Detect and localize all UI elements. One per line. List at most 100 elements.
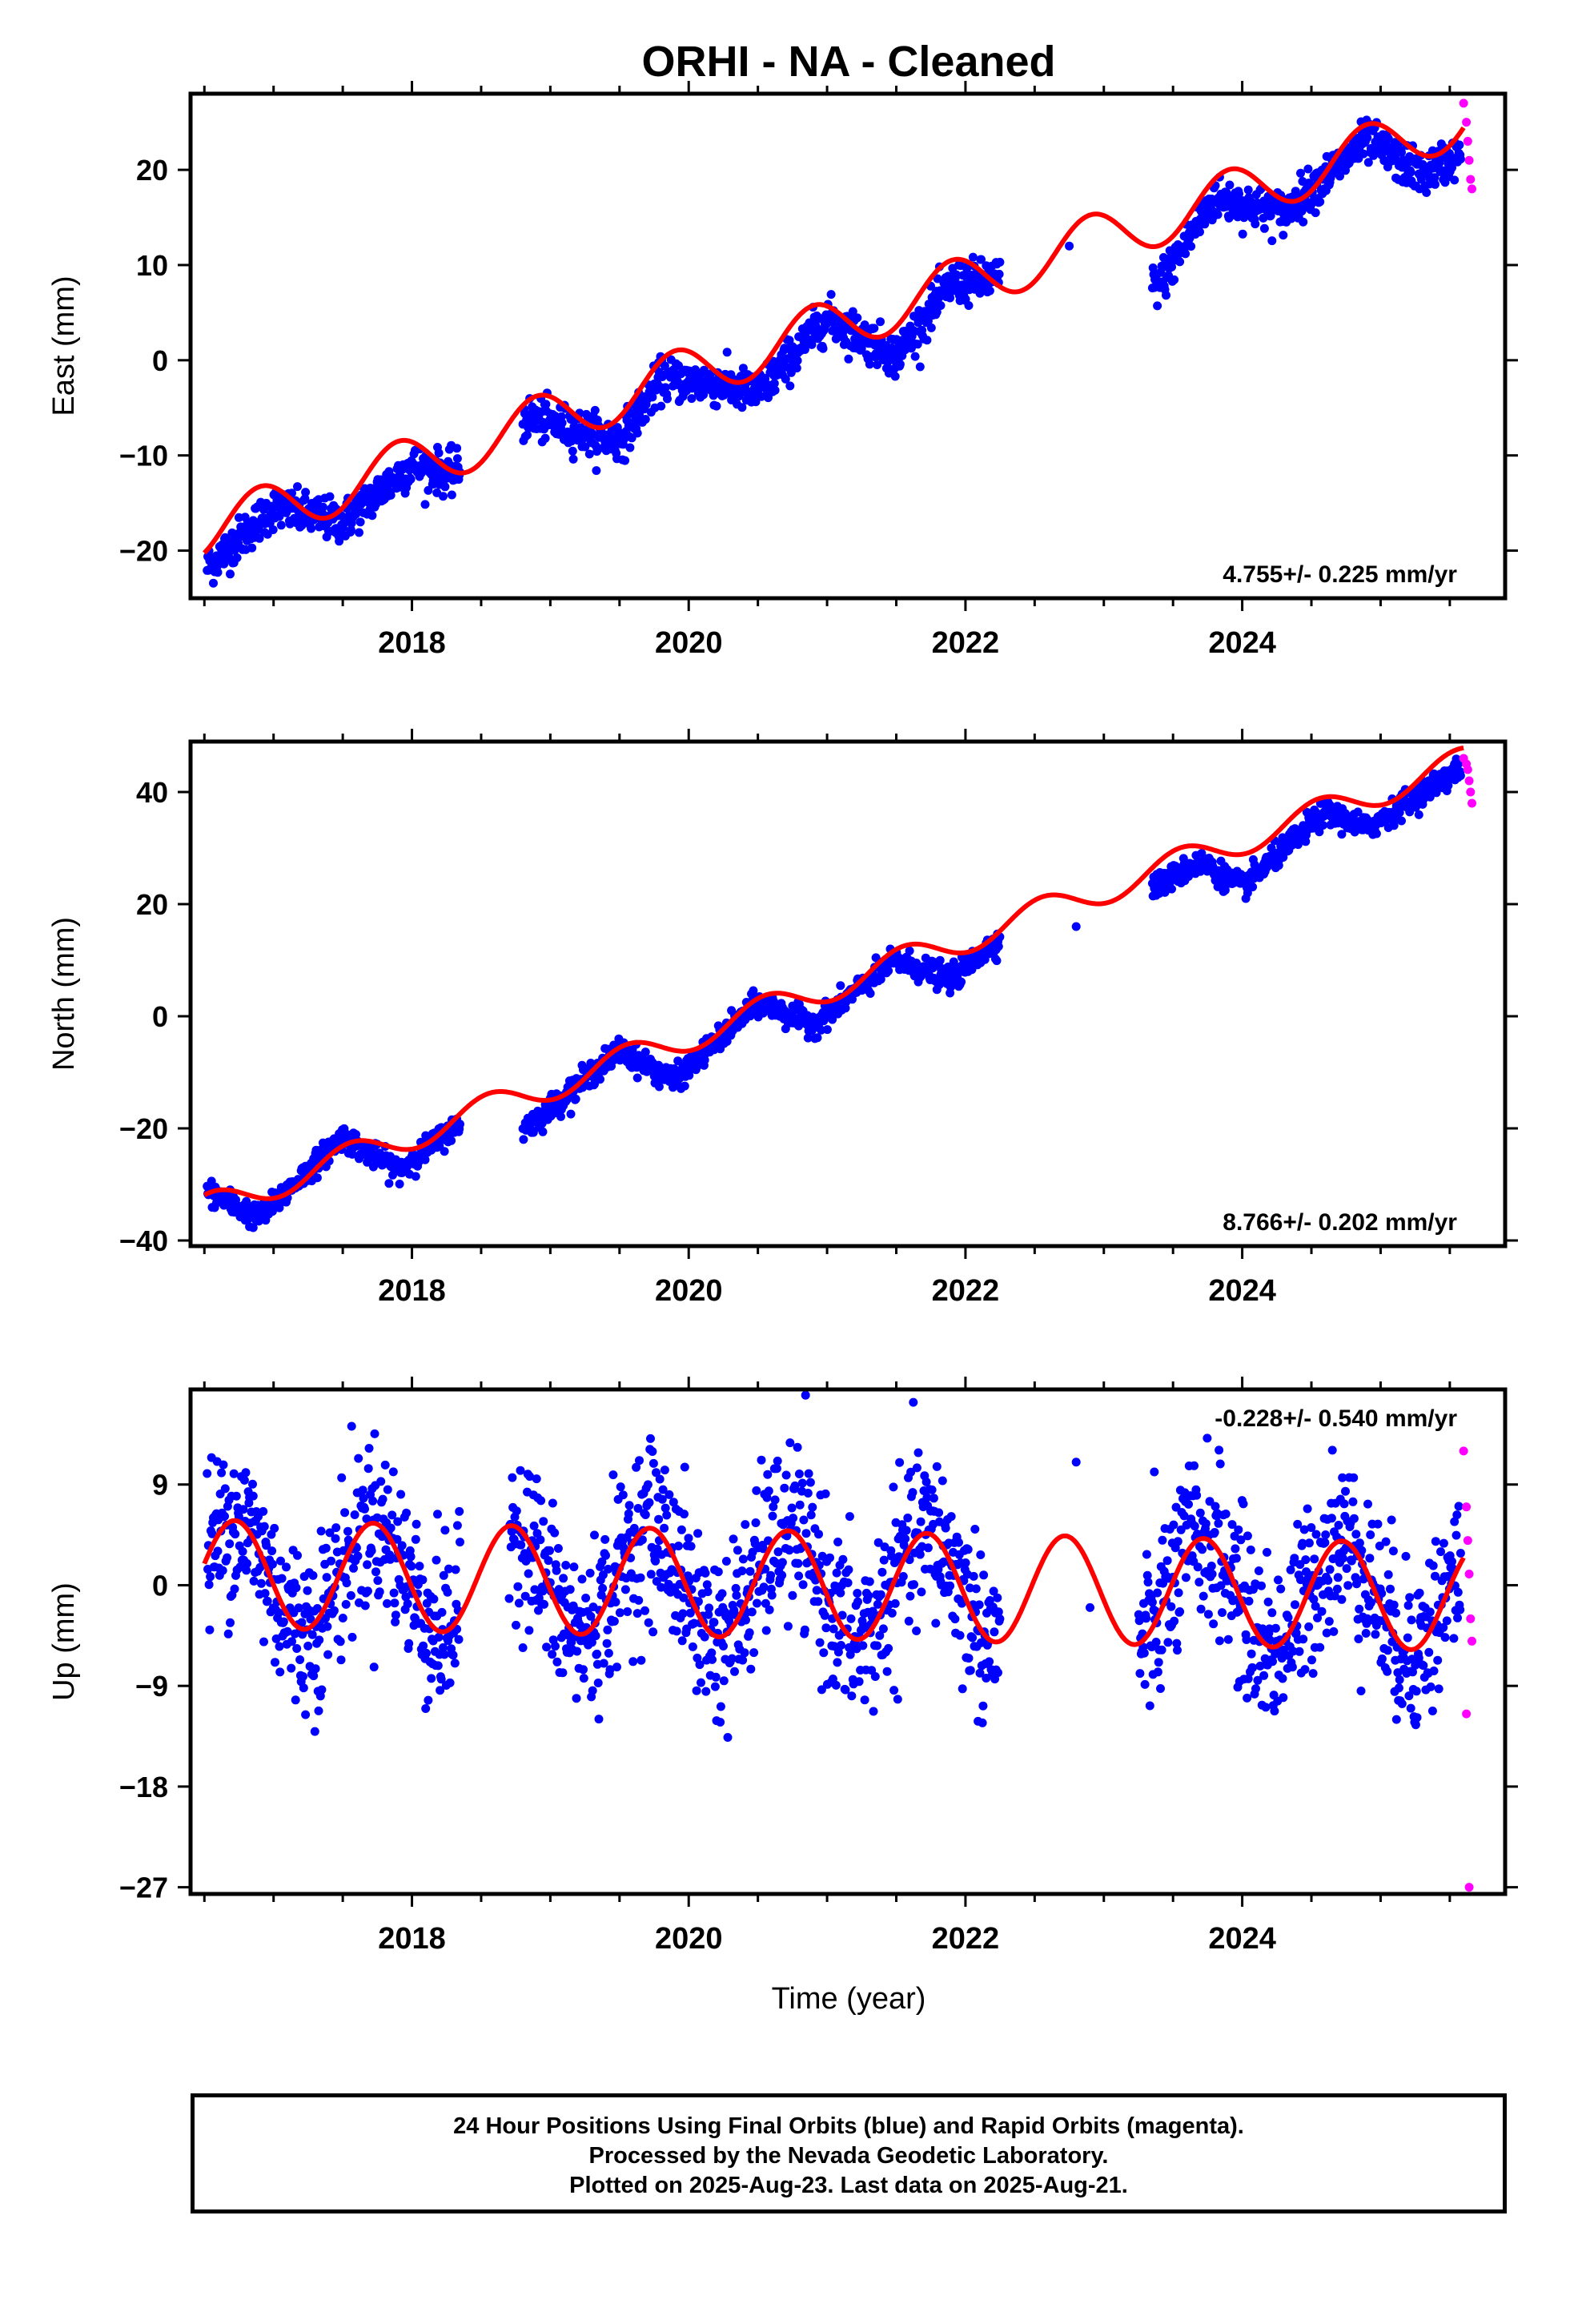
final-orbit-point bbox=[1198, 1545, 1207, 1554]
final-orbit-point bbox=[1247, 1649, 1256, 1659]
final-orbit-point bbox=[259, 1637, 268, 1647]
final-orbit-point bbox=[946, 1581, 955, 1590]
final-orbit-point bbox=[680, 1462, 689, 1472]
final-orbit-point bbox=[968, 1633, 978, 1642]
final-orbit-point bbox=[308, 1570, 318, 1580]
final-orbit-point bbox=[674, 1542, 683, 1550]
final-orbit-point bbox=[275, 1642, 284, 1651]
final-orbit-point bbox=[620, 456, 630, 465]
final-orbit-point bbox=[299, 1683, 308, 1693]
final-orbit-point bbox=[644, 1498, 654, 1507]
final-orbit-point bbox=[504, 1594, 514, 1603]
final-orbit-point bbox=[785, 1438, 795, 1448]
final-orbit-point bbox=[1214, 1518, 1223, 1528]
final-orbit-point bbox=[957, 977, 966, 987]
final-orbit-point bbox=[516, 1540, 526, 1550]
final-orbit-point bbox=[769, 379, 779, 388]
final-orbit-point bbox=[869, 1707, 878, 1716]
final-orbit-point bbox=[359, 1494, 368, 1503]
final-orbit-point bbox=[387, 1510, 397, 1520]
rapid-orbit-point bbox=[1463, 136, 1472, 146]
final-orbit-point bbox=[1151, 1638, 1161, 1647]
final-orbit-point bbox=[870, 1672, 880, 1681]
final-orbit-point bbox=[293, 482, 302, 492]
final-orbit-point bbox=[935, 955, 945, 965]
final-orbit-point bbox=[310, 1727, 319, 1736]
final-orbit-point bbox=[1303, 1504, 1312, 1514]
final-orbit-point bbox=[447, 1136, 456, 1145]
final-orbit-point bbox=[1174, 1588, 1183, 1598]
final-orbit-point bbox=[657, 1494, 667, 1504]
final-orbit-point bbox=[1175, 1607, 1185, 1616]
final-orbit-point bbox=[628, 1657, 638, 1667]
final-orbit-point bbox=[660, 1523, 669, 1533]
final-orbit-point bbox=[635, 1456, 644, 1466]
final-orbit-point bbox=[1259, 1671, 1269, 1680]
final-orbit-point bbox=[536, 1535, 545, 1545]
final-orbit-point bbox=[758, 1544, 768, 1554]
final-orbit-point bbox=[1142, 1570, 1152, 1580]
final-orbit-point bbox=[1296, 1575, 1305, 1585]
final-orbit-point bbox=[814, 1530, 823, 1539]
final-orbit-point bbox=[957, 1598, 966, 1608]
final-orbit-point bbox=[709, 1618, 719, 1627]
final-orbit-point bbox=[979, 1570, 989, 1580]
final-orbit-point bbox=[865, 360, 874, 369]
x-tick-label: 2018 bbox=[378, 1274, 446, 1308]
final-orbit-point bbox=[392, 1534, 402, 1544]
final-orbit-point bbox=[553, 1544, 563, 1553]
final-orbit-point bbox=[223, 1629, 233, 1638]
final-orbit-point bbox=[821, 1623, 831, 1633]
final-orbit-point bbox=[917, 1587, 926, 1597]
final-orbit-point bbox=[291, 1695, 300, 1705]
final-orbit-point bbox=[729, 1534, 738, 1544]
final-orbit-point bbox=[1192, 1490, 1202, 1500]
final-orbit-point bbox=[797, 1478, 807, 1488]
final-orbit-point bbox=[569, 1562, 579, 1572]
final-orbit-point bbox=[717, 1589, 727, 1598]
final-orbit-point bbox=[954, 1538, 963, 1547]
final-orbit-point bbox=[890, 372, 900, 381]
rapid-orbit-point bbox=[1462, 118, 1472, 127]
final-orbit-point bbox=[812, 1586, 821, 1595]
final-orbit-point bbox=[648, 1627, 658, 1637]
final-orbit-point bbox=[297, 1618, 307, 1627]
final-orbit-point bbox=[770, 385, 780, 395]
final-orbit-point bbox=[433, 1510, 442, 1519]
final-orbit-point bbox=[747, 1607, 757, 1617]
final-orbit-point bbox=[590, 405, 600, 415]
final-orbit-point bbox=[255, 1562, 265, 1572]
final-orbit-point bbox=[439, 1570, 448, 1580]
final-orbit-point bbox=[594, 1715, 604, 1724]
final-orbit-point bbox=[826, 290, 836, 300]
final-orbit-point bbox=[248, 1491, 258, 1501]
final-orbit-point bbox=[710, 1682, 720, 1691]
final-orbit-point bbox=[612, 1663, 621, 1672]
figure-title: ORHI - NA - Cleaned bbox=[641, 38, 1055, 86]
final-orbit-point bbox=[1456, 771, 1465, 781]
final-orbit-point bbox=[759, 1582, 769, 1592]
final-orbit-point bbox=[1298, 1538, 1307, 1548]
final-orbit-point bbox=[803, 1489, 813, 1498]
final-orbit-point bbox=[741, 1520, 750, 1530]
final-orbit-point bbox=[418, 1575, 428, 1585]
final-orbit-point bbox=[761, 1598, 770, 1608]
final-orbit-point bbox=[516, 1466, 525, 1475]
final-orbit-point bbox=[844, 1565, 853, 1574]
final-orbit-point bbox=[389, 1588, 399, 1598]
north-plot-frame bbox=[188, 739, 1508, 1248]
final-orbit-point bbox=[223, 1553, 232, 1562]
final-orbit-point bbox=[1267, 236, 1277, 246]
y-tick-label: −20 bbox=[119, 535, 168, 568]
final-orbit-point bbox=[1414, 810, 1423, 819]
final-orbit-point bbox=[362, 1514, 371, 1524]
y-tick-label: 0 bbox=[152, 1000, 168, 1033]
final-orbit-point bbox=[1257, 1581, 1266, 1590]
final-orbit-point bbox=[1143, 1578, 1153, 1587]
final-orbit-point bbox=[1239, 213, 1249, 223]
final-orbit-point bbox=[1203, 1433, 1212, 1443]
final-orbit-point bbox=[968, 252, 978, 262]
final-orbit-point bbox=[209, 578, 218, 588]
final-orbit-point bbox=[605, 1665, 615, 1675]
